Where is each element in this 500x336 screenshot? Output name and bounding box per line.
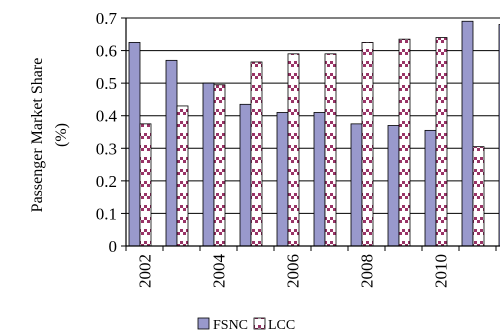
bar-lcc-2009: [398, 38, 411, 247]
legend-swatch-lcc: [253, 317, 266, 330]
y-axis-ticks: 0 0.1 0.2 0.3 0.4 0.5 0.6 0.7: [96, 9, 126, 256]
bar-fsnc-2006: [276, 112, 289, 247]
y-tick-label: 0.6: [96, 42, 117, 61]
bar-lcc-2006: [287, 53, 300, 247]
bar-lcc-2008: [361, 42, 374, 247]
bar-series: [128, 20, 500, 247]
bar-lcc-2003: [176, 105, 189, 247]
y-tick-label: 0.1: [96, 204, 117, 223]
x-tick-label: 2004: [210, 254, 229, 289]
bar-lcc-2011: [472, 146, 485, 247]
legend: FSNC LCC: [197, 317, 295, 333]
bar-fsnc-2004: [202, 82, 215, 247]
y-tick-label: 0.4: [96, 107, 118, 126]
y-tick-label: 0.2: [96, 172, 117, 191]
bar-fsnc-2009: [387, 125, 400, 247]
axes: [125, 18, 500, 247]
bar-fsnc-2008: [350, 123, 363, 247]
bar-lcc-2002: [139, 123, 152, 247]
y-tick-label: 0.5: [96, 74, 117, 93]
bar-fsnc-2005: [239, 103, 252, 247]
x-tick-label: 2006: [284, 254, 303, 288]
bar-lcc-2010: [435, 37, 448, 247]
bar-fsnc-2007: [313, 112, 326, 247]
legend-label-lcc: LCC: [268, 318, 295, 333]
bar-lcc-2007: [324, 53, 337, 247]
bar-fsnc-2002: [128, 42, 141, 247]
y-tick-label: 0.7: [96, 9, 118, 28]
y-tick-label: 0: [109, 237, 118, 256]
x-axis-ticks: 200220042006200820102012: [125, 246, 497, 289]
legend-label-fsnc: FSNC: [213, 318, 248, 333]
y-tick-label: 0.3: [96, 139, 117, 158]
legend-swatch-fsnc: [197, 317, 210, 330]
bar-lcc-2005: [250, 61, 263, 247]
bar-fsnc-2011: [461, 20, 474, 247]
x-tick-label: 2008: [358, 254, 377, 288]
bar-fsnc-2010: [424, 129, 437, 247]
bar-fsnc-2003: [165, 59, 178, 247]
y-axis-title-line2: (%): [53, 123, 70, 147]
x-tick-label: 2002: [136, 254, 155, 288]
y-axis-title-line1: Passenger Market Share: [29, 58, 46, 213]
x-tick-label: 2010: [432, 254, 451, 288]
bar-lcc-2004: [213, 84, 226, 247]
y-axis-title: Passenger Market Share (%): [29, 58, 70, 213]
